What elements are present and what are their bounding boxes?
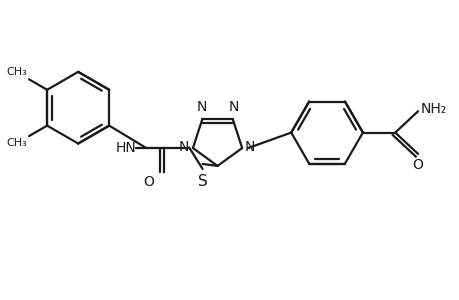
Text: S: S — [197, 174, 207, 189]
Text: N: N — [178, 140, 189, 154]
Text: N: N — [196, 100, 206, 114]
Text: O: O — [412, 158, 423, 172]
Text: N: N — [228, 100, 238, 114]
Text: N: N — [244, 140, 254, 154]
Text: CH₃: CH₃ — [6, 138, 27, 148]
Text: CH₃: CH₃ — [6, 67, 27, 77]
Text: O: O — [143, 175, 154, 189]
Text: NH₂: NH₂ — [420, 102, 447, 116]
Text: HN: HN — [115, 140, 136, 154]
